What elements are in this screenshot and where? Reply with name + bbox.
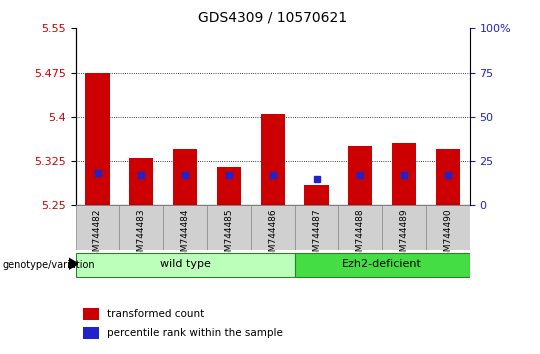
Text: GSM744490: GSM744490 xyxy=(443,209,453,263)
Text: GSM744485: GSM744485 xyxy=(225,209,233,263)
Bar xyxy=(207,205,251,250)
Bar xyxy=(217,167,241,205)
Bar xyxy=(295,253,470,276)
Bar xyxy=(85,73,110,205)
Bar xyxy=(119,205,163,250)
Bar xyxy=(261,114,285,205)
Text: percentile rank within the sample: percentile rank within the sample xyxy=(107,328,283,338)
Bar xyxy=(436,149,460,205)
Bar xyxy=(251,205,295,250)
Text: genotype/variation: genotype/variation xyxy=(3,260,96,270)
Bar xyxy=(382,205,426,250)
Bar xyxy=(339,205,382,250)
Bar xyxy=(348,146,373,205)
Bar xyxy=(84,327,99,339)
Polygon shape xyxy=(69,258,78,269)
Text: GSM744487: GSM744487 xyxy=(312,209,321,263)
Bar xyxy=(76,253,295,276)
Bar xyxy=(426,205,470,250)
Bar xyxy=(295,205,339,250)
Bar xyxy=(163,205,207,250)
Text: wild type: wild type xyxy=(160,259,211,269)
Text: GSM744486: GSM744486 xyxy=(268,209,277,263)
Text: GSM744488: GSM744488 xyxy=(356,209,365,263)
Bar xyxy=(392,143,416,205)
Bar xyxy=(129,158,153,205)
Text: transformed count: transformed count xyxy=(107,309,204,319)
Text: GSM744483: GSM744483 xyxy=(137,209,146,263)
Bar xyxy=(84,308,99,320)
Bar xyxy=(305,185,328,205)
Bar xyxy=(76,205,119,250)
Text: Ezh2-deficient: Ezh2-deficient xyxy=(342,259,422,269)
Text: GSM744482: GSM744482 xyxy=(93,209,102,263)
Bar xyxy=(173,149,197,205)
Text: GSM744489: GSM744489 xyxy=(400,209,409,263)
Text: GSM744484: GSM744484 xyxy=(180,209,190,263)
Title: GDS4309 / 10570621: GDS4309 / 10570621 xyxy=(198,10,347,24)
